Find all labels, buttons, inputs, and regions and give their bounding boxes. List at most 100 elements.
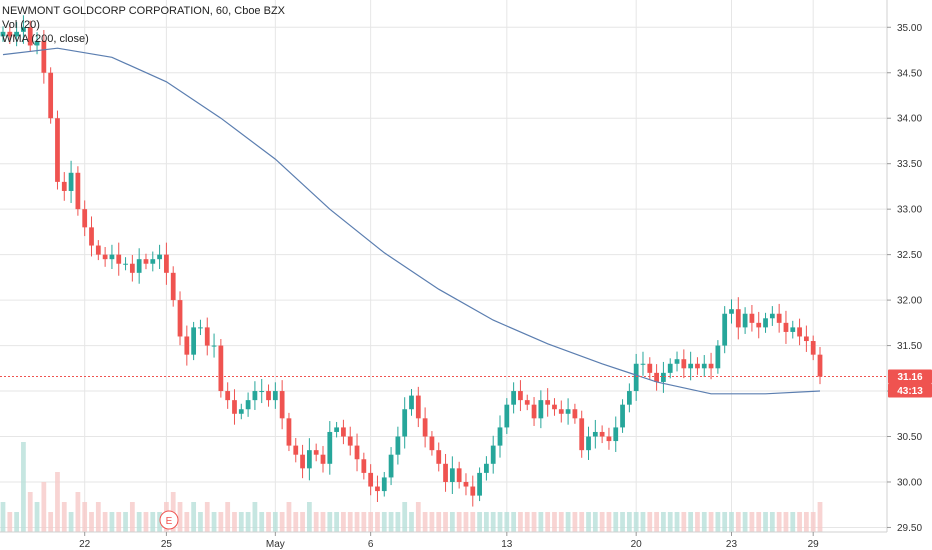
candle-body: [177, 300, 183, 337]
volume-bar: [477, 512, 482, 532]
earnings-marker[interactable]: E: [159, 510, 179, 530]
volume-bar: [558, 512, 564, 532]
candle-body: [259, 391, 265, 393]
candle-body: [633, 363, 639, 392]
time-tick-label: 22: [79, 539, 91, 550]
price-tick-label: 34.00: [897, 114, 922, 125]
candle-body: [470, 486, 476, 496]
candle-body: [164, 254, 169, 273]
volume-bar: [804, 512, 809, 532]
candle-body: [804, 336, 809, 342]
candle-body: [769, 313, 775, 319]
candle-body: [218, 345, 224, 392]
candle-body: [790, 327, 796, 332]
price-tick-label: 31.50: [897, 341, 922, 352]
candle-body: [286, 418, 292, 446]
volume-bar: [150, 512, 156, 532]
volume-bar: [456, 512, 462, 532]
candle-body: [68, 172, 74, 191]
candle-body: [504, 404, 510, 428]
chart-title[interactable]: NEWMONT GOLDCORP CORPORATION, 60, Cboe B…: [2, 5, 285, 17]
candle-body: [518, 391, 523, 401]
volume-bar: [729, 512, 734, 532]
candle-body: [102, 254, 108, 260]
candle-body: [763, 318, 768, 328]
volume-bar: [68, 512, 74, 532]
candle-body: [354, 445, 360, 460]
time-tick-label: 25: [161, 539, 173, 550]
volume-bar: [211, 512, 217, 532]
volume-indicator-label[interactable]: Vol (20): [2, 19, 40, 31]
candle-body: [211, 345, 217, 347]
volume-bar: [61, 502, 67, 532]
candle-body: [266, 391, 271, 401]
volume-bar: [531, 512, 537, 532]
volume-bar: [742, 512, 748, 532]
candle-body: [538, 400, 544, 419]
volume-bar: [402, 502, 408, 532]
volume-bar: [198, 512, 203, 532]
volume-bar: [184, 512, 190, 532]
candle-body: [449, 468, 455, 482]
volume-bar: [347, 512, 353, 532]
candle-body: [749, 313, 755, 323]
volume-bar: [674, 512, 680, 532]
candle-body: [456, 468, 462, 482]
candle-body: [7, 31, 13, 37]
candle-body: [21, 27, 26, 32]
candle-body: [300, 454, 305, 469]
candle-body: [375, 486, 380, 492]
volume-bar: [143, 512, 149, 532]
volume-bar: [157, 512, 162, 532]
volume-bar: [443, 512, 448, 532]
volume-bar: [817, 502, 823, 532]
time-axis[interactable]: 22 25 May 6 13 20 23 29: [79, 532, 819, 550]
volume-bar: [545, 512, 551, 532]
volume-bar: [586, 512, 591, 532]
volume-bar: [790, 512, 796, 532]
volume-bar: [327, 512, 333, 532]
candle-body: [579, 418, 585, 451]
volume-bar: [75, 492, 81, 532]
volume-bar: [654, 512, 659, 532]
candle-body: [722, 313, 728, 346]
volume-bar: [272, 512, 278, 532]
candle-body: [272, 391, 278, 401]
candle-body: [170, 272, 176, 301]
price-axis[interactable]: 35.00 34.50 34.00 33.50 33.00 32.50 32.00 31.50…: [887, 23, 922, 534]
volume-bar: [511, 512, 517, 532]
volume-bar: [381, 512, 387, 532]
candle-body: [592, 431, 598, 437]
volume-bar: [368, 512, 374, 532]
candle-body: [306, 450, 312, 469]
candle-body: [89, 227, 94, 246]
price-tick-label: 34.50: [897, 68, 922, 79]
wma-indicator-label[interactable]: WMA (200, close): [2, 33, 89, 45]
volume-bar: [429, 512, 435, 532]
volume-bar: [776, 512, 782, 532]
volume-bar: [293, 512, 299, 532]
volume-bar: [232, 512, 237, 532]
volume-bar: [300, 512, 305, 532]
candle-body: [123, 263, 128, 265]
candle-body: [368, 472, 374, 487]
candle-body: [783, 322, 789, 332]
candle-body: [341, 427, 346, 437]
volume-bar: [552, 512, 557, 532]
candle-body: [327, 431, 333, 464]
candle-body: [150, 259, 156, 264]
candle-body: [245, 400, 251, 410]
volume-bar: [436, 512, 442, 532]
candle-body: [715, 345, 721, 369]
volume-bar: [266, 512, 271, 532]
volume-bar: [484, 512, 489, 532]
candle-body: [204, 327, 210, 346]
volume-bar: [490, 512, 496, 532]
candle-body: [41, 40, 47, 73]
candle-body: [361, 459, 367, 473]
volume-bar: [572, 512, 578, 532]
volume-bar: [34, 502, 40, 532]
candle-body: [313, 450, 319, 455]
current-price-tag: 31.16 43:13: [888, 369, 932, 398]
